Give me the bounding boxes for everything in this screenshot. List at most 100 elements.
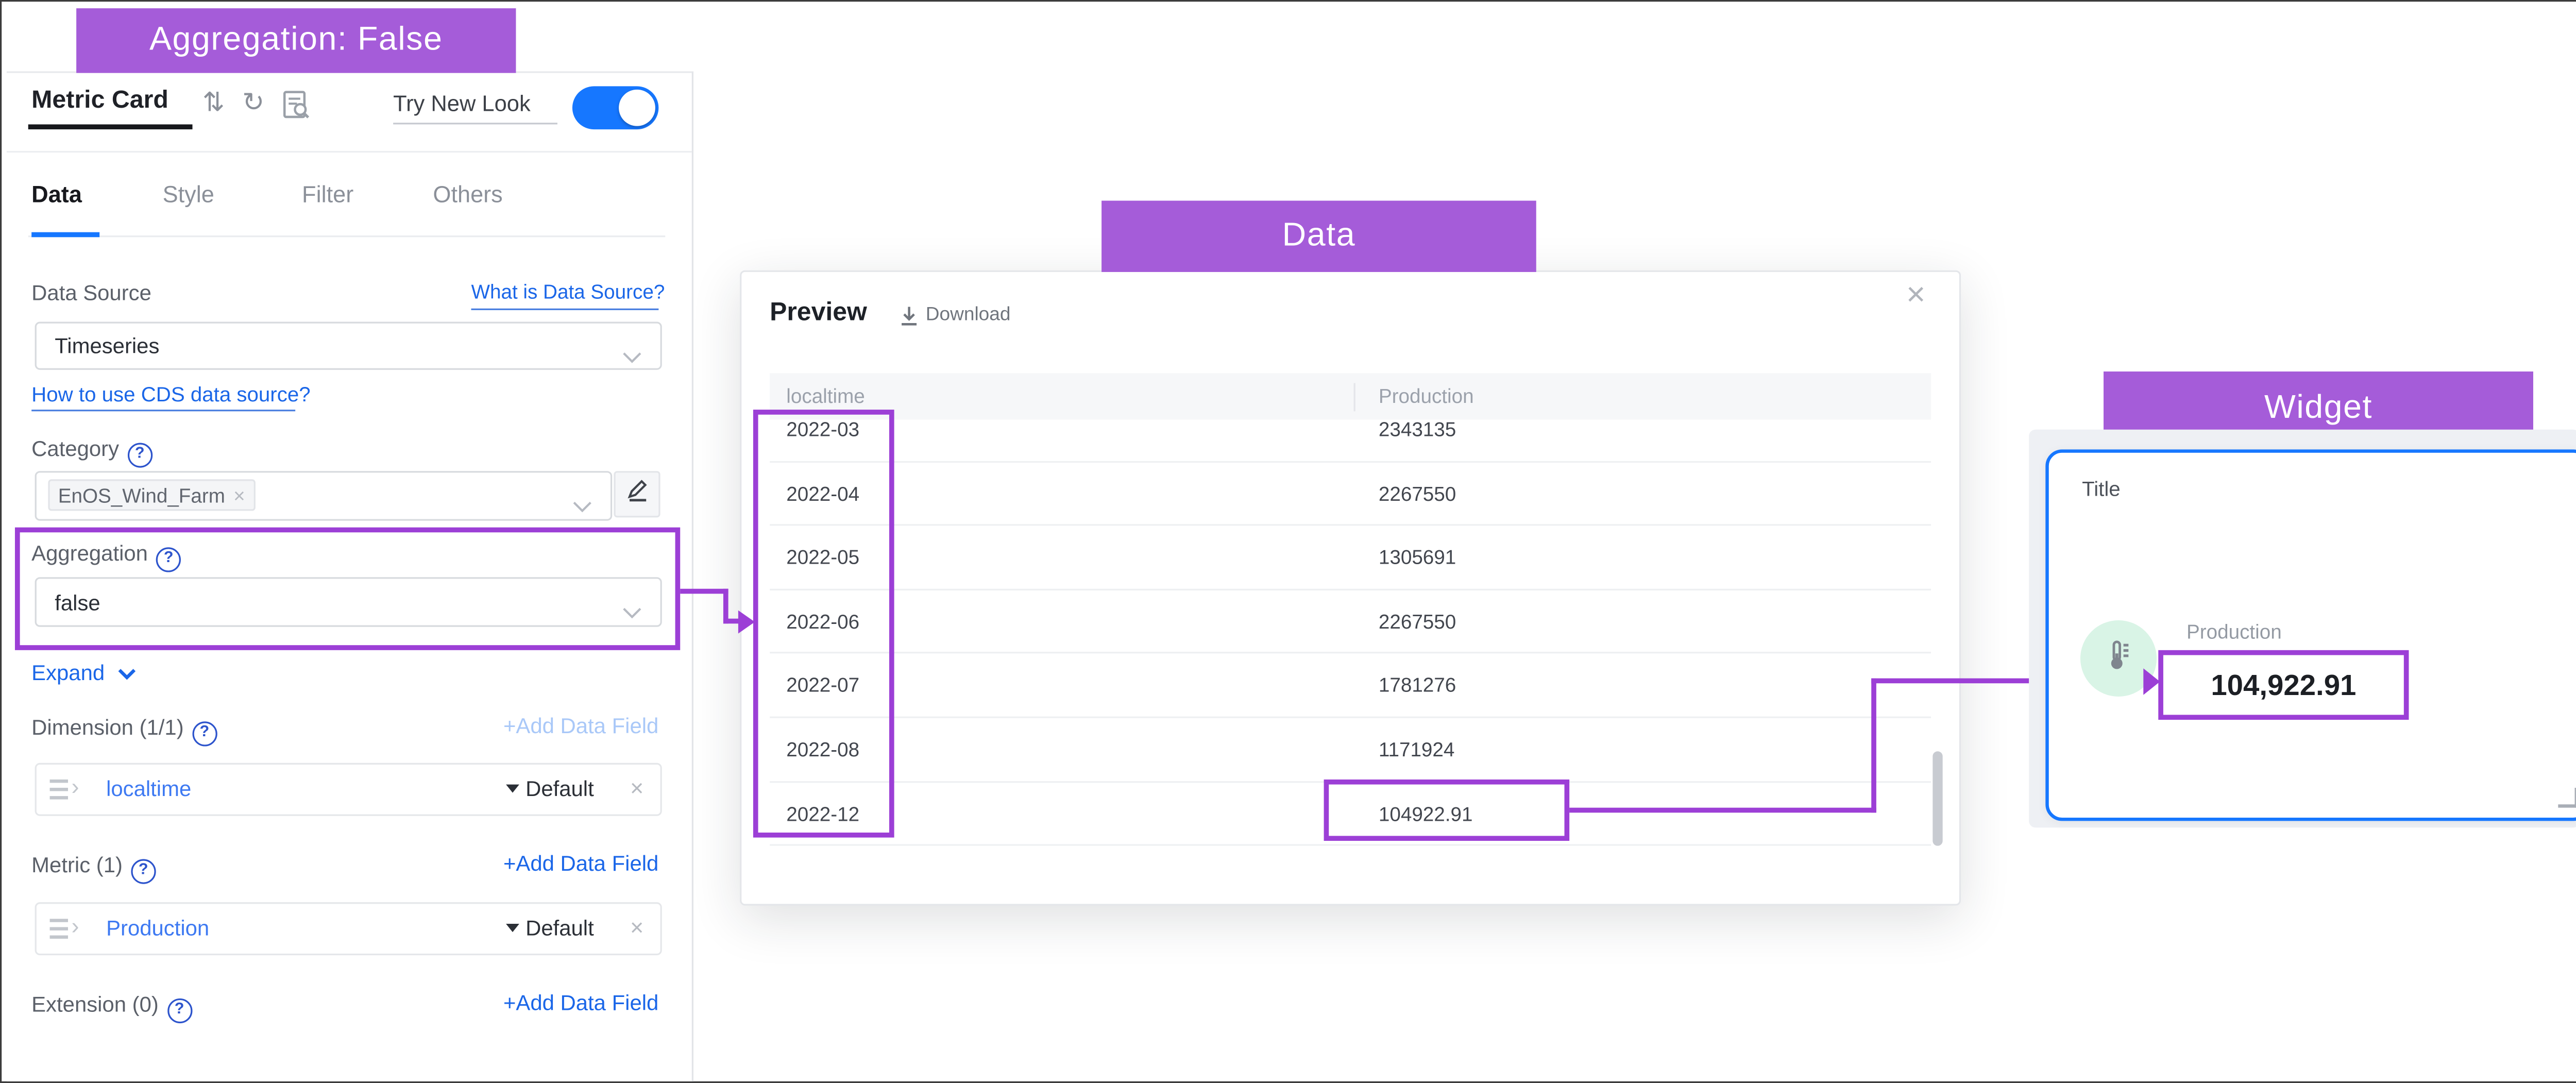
tab-filter[interactable]: Filter (302, 180, 354, 208)
tab-style[interactable]: Style (162, 180, 214, 208)
drag-handle-icon[interactable]: › (49, 912, 87, 940)
scrollbar-thumb[interactable] (1933, 751, 1943, 846)
category-tag: EnOS_Wind_Farm × (48, 479, 255, 511)
expand-link[interactable]: Expand (31, 660, 135, 685)
add-metric-button[interactable]: +Add Data Field (503, 851, 659, 876)
dimension-field-row: › localtime Default × (35, 763, 662, 816)
column-header-production: Production (1378, 384, 1474, 408)
help-icon[interactable]: ? (192, 721, 217, 747)
remove-dimension-icon[interactable]: × (630, 774, 644, 801)
active-tab-indicator (31, 232, 100, 238)
widget-title: Title (2082, 478, 2121, 501)
close-icon[interactable]: × (1906, 277, 1926, 314)
cell-localtime: 2022-04 (786, 482, 860, 505)
cell-production: 2267550 (1378, 482, 1456, 505)
data-view-icon[interactable] (282, 90, 312, 128)
header-divider (6, 150, 692, 153)
cell-production: 1781276 (1378, 674, 1456, 698)
chevron-down-icon (622, 341, 642, 371)
cds-help-link[interactable]: How to use CDS data source? (31, 383, 311, 407)
cell-production: 2343135 (1378, 419, 1456, 442)
tabs-divider (28, 235, 666, 238)
sort-icon[interactable]: ⇅ (202, 89, 225, 118)
metric-field-row: › Production Default × (35, 902, 662, 956)
aggregation-select[interactable]: false (35, 577, 662, 627)
resize-handle[interactable] (2558, 788, 2576, 808)
table-row: 2022-04 2267550 (770, 462, 1931, 527)
edit-category-button[interactable] (614, 471, 660, 518)
refresh-icon[interactable]: ↻ (242, 89, 265, 118)
aggregation-value: false (55, 589, 100, 615)
preview-table-header: localtime Production (770, 373, 1931, 420)
cell-localtime: 2022-06 (786, 610, 860, 633)
localtime-column-highlight-box (753, 410, 894, 838)
connector2-arrowhead (2143, 668, 2160, 695)
remove-metric-icon[interactable]: × (630, 913, 644, 941)
aggregation-label: Aggregation? (31, 540, 181, 572)
metric-field-name[interactable]: Production (106, 915, 210, 940)
help-icon[interactable]: ? (166, 998, 192, 1024)
what-is-data-source-underline (471, 308, 659, 310)
tab-others[interactable]: Others (433, 180, 503, 208)
try-new-look-underline (393, 123, 557, 125)
help-icon[interactable]: ? (131, 859, 156, 884)
chevron-down-icon (117, 660, 135, 685)
data-source-select[interactable]: Timeseries (35, 321, 662, 371)
category-select[interactable]: EnOS_Wind_Farm × (35, 471, 613, 521)
drag-handle-icon[interactable]: › (49, 773, 87, 801)
connector2-segment (1871, 678, 2145, 684)
download-icon[interactable] (899, 305, 919, 335)
tag-close-icon[interactable]: × (233, 483, 245, 507)
cell-localtime: 2022-03 (786, 419, 860, 442)
cell-localtime: 2022-12 (786, 802, 860, 825)
value-cell-highlight-box (1324, 779, 1570, 841)
connector2-segment (1569, 807, 1876, 813)
cell-production: 1305691 (1378, 546, 1456, 569)
add-dimension-button[interactable]: +Add Data Field (503, 713, 659, 738)
tab-data[interactable]: Data (31, 180, 82, 208)
preview-table-body-inner: 2022-03 2343135 2022-04 2267550 2022-05 13056… (770, 419, 1931, 846)
table-row: 2022-05 1305691 (770, 526, 1931, 590)
cell-production: 104922.91 (1378, 802, 1473, 825)
table-row: 2022-06 2267550 (770, 590, 1931, 654)
widget-metric-label: Production (2186, 620, 2282, 644)
data-source-value: Timeseries (55, 333, 160, 359)
panel-title-underline (28, 124, 193, 130)
category-label: Category? (31, 436, 152, 468)
data-source-label: Data Source (31, 280, 151, 306)
connector1-arrowhead (738, 609, 755, 633)
callout-data: Data (1101, 200, 1536, 272)
cell-localtime: 2022-05 (786, 546, 860, 569)
toggle-knob (619, 89, 655, 126)
cds-help-underline (31, 410, 296, 412)
connector1-segment (723, 618, 740, 624)
column-header-localtime: localtime (786, 384, 865, 408)
try-new-look-link[interactable]: Try New Look (393, 91, 531, 116)
cell-production: 2267550 (1378, 610, 1456, 633)
dimension-field-name[interactable]: localtime (106, 775, 192, 801)
column-divider (1353, 383, 1355, 412)
add-extension-button[interactable]: +Add Data Field (503, 990, 659, 1016)
dimension-mode-dropdown[interactable]: Default (505, 765, 594, 811)
callout-aggregation-false: Aggregation: False (76, 8, 516, 73)
caret-down-icon (505, 783, 519, 792)
help-icon[interactable]: ? (156, 547, 181, 572)
metric-mode-dropdown[interactable]: Default (505, 904, 594, 950)
cell-production: 1171924 (1378, 738, 1455, 762)
what-is-data-source-link[interactable]: What is Data Source? (471, 280, 665, 304)
metric-label: Metric (1)? (31, 853, 156, 884)
download-link[interactable]: Download (925, 305, 1011, 325)
connector1-segment (680, 588, 728, 594)
table-row: 2022-12 104922.91 (770, 782, 1931, 846)
try-new-look-toggle[interactable] (572, 86, 659, 130)
extension-label: Extension (0)? (31, 992, 192, 1024)
help-icon[interactable]: ? (127, 443, 152, 468)
connector1-segment (723, 588, 728, 624)
chevron-down-icon (572, 491, 592, 521)
widget-value: 104,922.91 (2211, 667, 2357, 701)
widget-value-highlight-box: 104,922.91 (2158, 650, 2409, 720)
thermometer-icon (2102, 638, 2135, 679)
preview-table-body: 2022-03 2343135 2022-04 2267550 2022-05 13056… (770, 419, 1931, 846)
